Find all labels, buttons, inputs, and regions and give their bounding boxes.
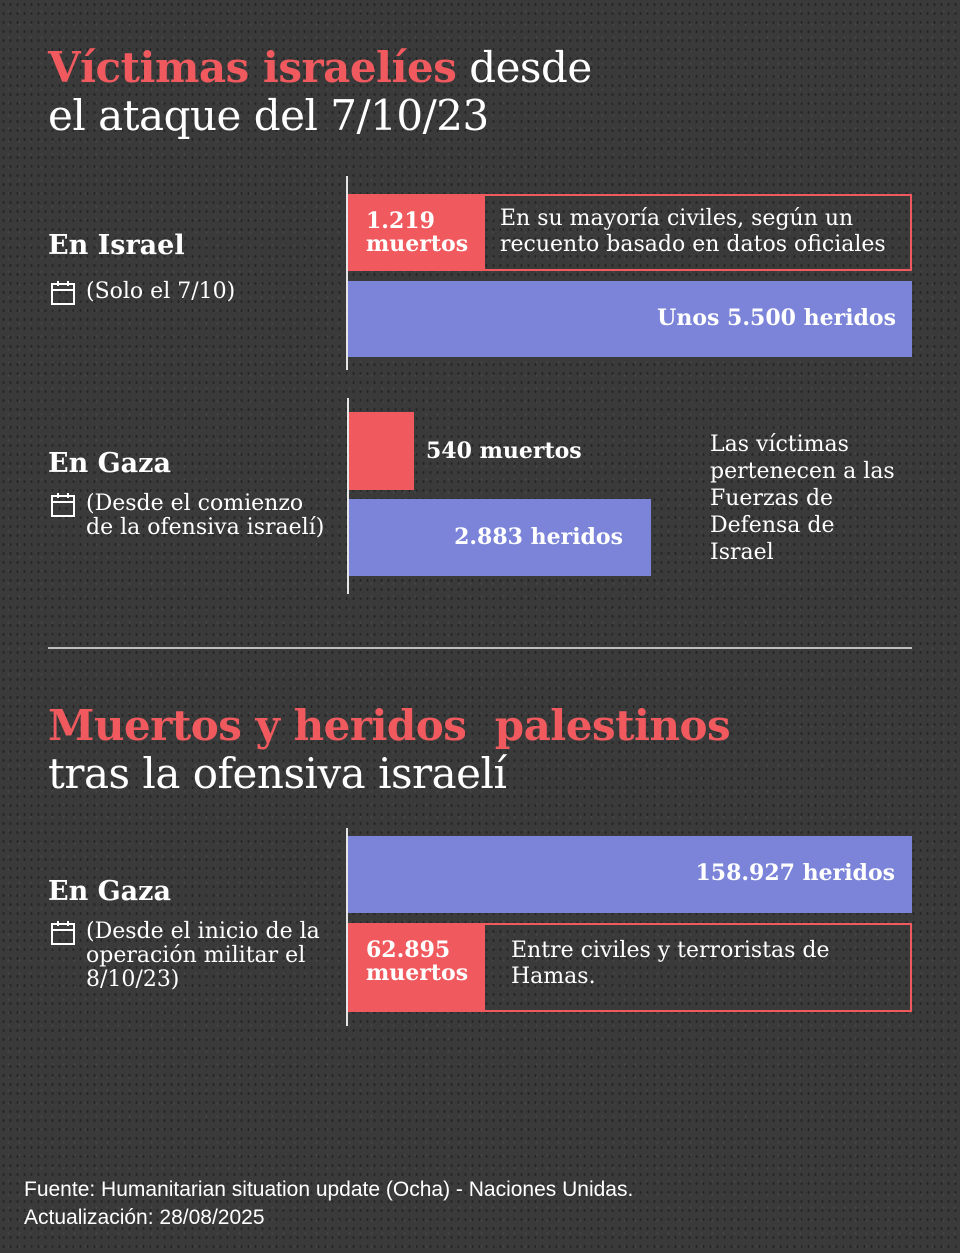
section2-title-highlight: Muertos y heridos palestinos [48, 701, 731, 750]
gaza2-deaths-note: Entre civiles y terroristas de Hamas. [511, 938, 830, 989]
gaza1-label: En Gaza [48, 448, 171, 479]
gaza1-note-row: (Desde el comienzo de la ofensiva israel… [50, 492, 330, 540]
gaza1-deaths-label: 540 muertos [426, 438, 582, 464]
section1-title-rest: desde [456, 43, 592, 92]
section2-title-line2: tras la ofensiva israelí [48, 749, 507, 798]
gaza2-note: (Desde el inicio de la operación militar… [86, 919, 320, 992]
gaza2-injured-bar [348, 836, 912, 913]
israel-deaths-bar [348, 194, 485, 271]
section1-title-highlight: Víctimas israelíes [48, 43, 457, 92]
gaza1-side-note: Las víctimas pertenecen a las Fuerzas de… [710, 432, 895, 565]
section1-title: Víctimas israelíes desde [48, 44, 592, 92]
israel-axis [346, 176, 348, 370]
gaza1-injured-label: 2.883 heridos [454, 524, 623, 550]
gaza2-deaths-bar [348, 923, 485, 1012]
calendar-icon [51, 921, 75, 945]
section1-title-line2: el ataque del 7/10/23 [48, 91, 489, 140]
israel-note-row: (Solo el 7/10) [50, 280, 310, 306]
israel-deaths-label: 1.219 muertos [366, 208, 469, 257]
gaza2-axis [346, 828, 348, 1026]
section2-title: Muertos y heridos palestinos [48, 701, 731, 750]
footer: Fuente: Humanitarian situation update (O… [24, 1176, 633, 1232]
israel-deaths-note: En su mayoría civiles, según un recuento… [500, 206, 886, 257]
footer-updated: Actualización: 28/08/2025 [24, 1206, 265, 1229]
section-divider [48, 647, 912, 649]
israel-injured-label: Unos 5.500 heridos [657, 305, 896, 331]
calendar-icon [51, 281, 75, 305]
footer-source: Fuente: Humanitarian situation update (O… [24, 1178, 634, 1201]
gaza2-label: En Gaza [48, 876, 171, 907]
calendar-icon [51, 493, 75, 517]
gaza1-note: (Desde el comienzo de la ofensiva israel… [86, 491, 325, 540]
gaza2-deaths-label: 62.895 muertos [366, 937, 469, 986]
israel-label: En Israel [48, 230, 185, 261]
gaza1-injured-bar [349, 499, 651, 576]
gaza2-injured-label: 158.927 heridos [695, 860, 895, 886]
israel-injured-bar [348, 281, 912, 357]
israel-note: (Solo el 7/10) [86, 279, 236, 304]
gaza2-note-row: (Desde el inicio de la operación militar… [50, 920, 330, 992]
gaza1-deaths-bar [349, 412, 414, 490]
gaza1-axis [347, 398, 349, 594]
